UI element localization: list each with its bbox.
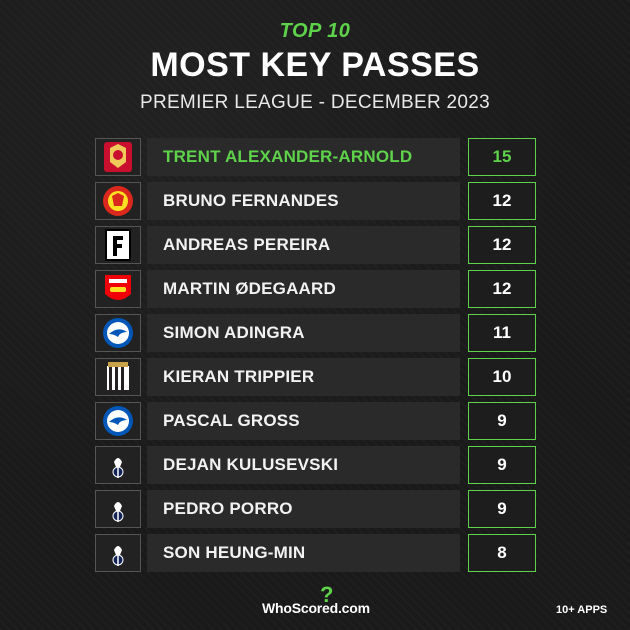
player-name: TRENT ALEXANDER-ARNOLD — [147, 138, 460, 176]
key-passes-value: 15 — [468, 138, 536, 176]
brighton-crest-icon — [95, 314, 141, 352]
ranking-row-6: KIERAN TRIPPIER 10 — [95, 358, 540, 398]
brand-text: WhoScored.com — [262, 600, 370, 616]
key-passes-value: 12 — [468, 270, 536, 308]
ranking-row-8: DEJAN KULUSEVSKI 9 — [95, 446, 540, 486]
key-passes-value: 9 — [468, 402, 536, 440]
key-passes-value: 9 — [468, 446, 536, 484]
page-title: MOST KEY PASSES — [150, 46, 480, 84]
player-name: PEDRO PORRO — [147, 490, 460, 528]
player-name: DEJAN KULUSEVSKI — [147, 446, 460, 484]
ranking-list: TRENT ALEXANDER-ARNOLD 15 BRUNO FERNANDE… — [95, 138, 540, 578]
tottenham-crest-icon — [95, 534, 141, 572]
player-name: KIERAN TRIPPIER — [147, 358, 460, 396]
player-name: MARTIN ØDEGAARD — [147, 270, 460, 308]
newcastle-crest-icon — [95, 358, 141, 396]
subtitle: PREMIER LEAGUE - DECEMBER 2023 — [139, 92, 491, 113]
ranking-row-9: PEDRO PORRO 9 — [95, 490, 540, 530]
ranking-row-10: SON HEUNG-MIN 8 — [95, 534, 540, 574]
ranking-row-4: MARTIN ØDEGAARD 12 — [95, 270, 540, 310]
key-passes-value: 12 — [468, 226, 536, 264]
key-passes-value: 8 — [468, 534, 536, 572]
ranking-row-1: TRENT ALEXANDER-ARNOLD 15 — [95, 138, 540, 178]
player-name: ANDREAS PEREIRA — [147, 226, 460, 264]
ranking-row-3: ANDREAS PEREIRA 12 — [95, 226, 540, 266]
apps-note: 10+ APPS — [556, 604, 608, 616]
fulham-crest-icon — [95, 226, 141, 264]
ranking-row-5: SIMON ADINGRA 11 — [95, 314, 540, 354]
key-passes-value: 11 — [468, 314, 536, 352]
player-name: PASCAL GROSS — [147, 402, 460, 440]
man-utd-crest-icon — [95, 182, 141, 220]
key-passes-value: 10 — [468, 358, 536, 396]
brighton-crest-icon — [95, 402, 141, 440]
tottenham-crest-icon — [95, 446, 141, 484]
question-mark-icon: ? — [320, 582, 334, 607]
whoscored-logo: ? WhoScored.com — [262, 582, 372, 618]
kicker: TOP 10 — [279, 20, 351, 42]
key-passes-value: 12 — [468, 182, 536, 220]
liverpool-crest-icon — [95, 138, 141, 176]
player-name: SON HEUNG-MIN — [147, 534, 460, 572]
ranking-row-7: PASCAL GROSS 9 — [95, 402, 540, 442]
key-passes-value: 9 — [468, 490, 536, 528]
tottenham-crest-icon — [95, 490, 141, 528]
player-name: SIMON ADINGRA — [147, 314, 460, 352]
ranking-row-2: BRUNO FERNANDES 12 — [95, 182, 540, 222]
player-name: BRUNO FERNANDES — [147, 182, 460, 220]
arsenal-crest-icon — [95, 270, 141, 308]
